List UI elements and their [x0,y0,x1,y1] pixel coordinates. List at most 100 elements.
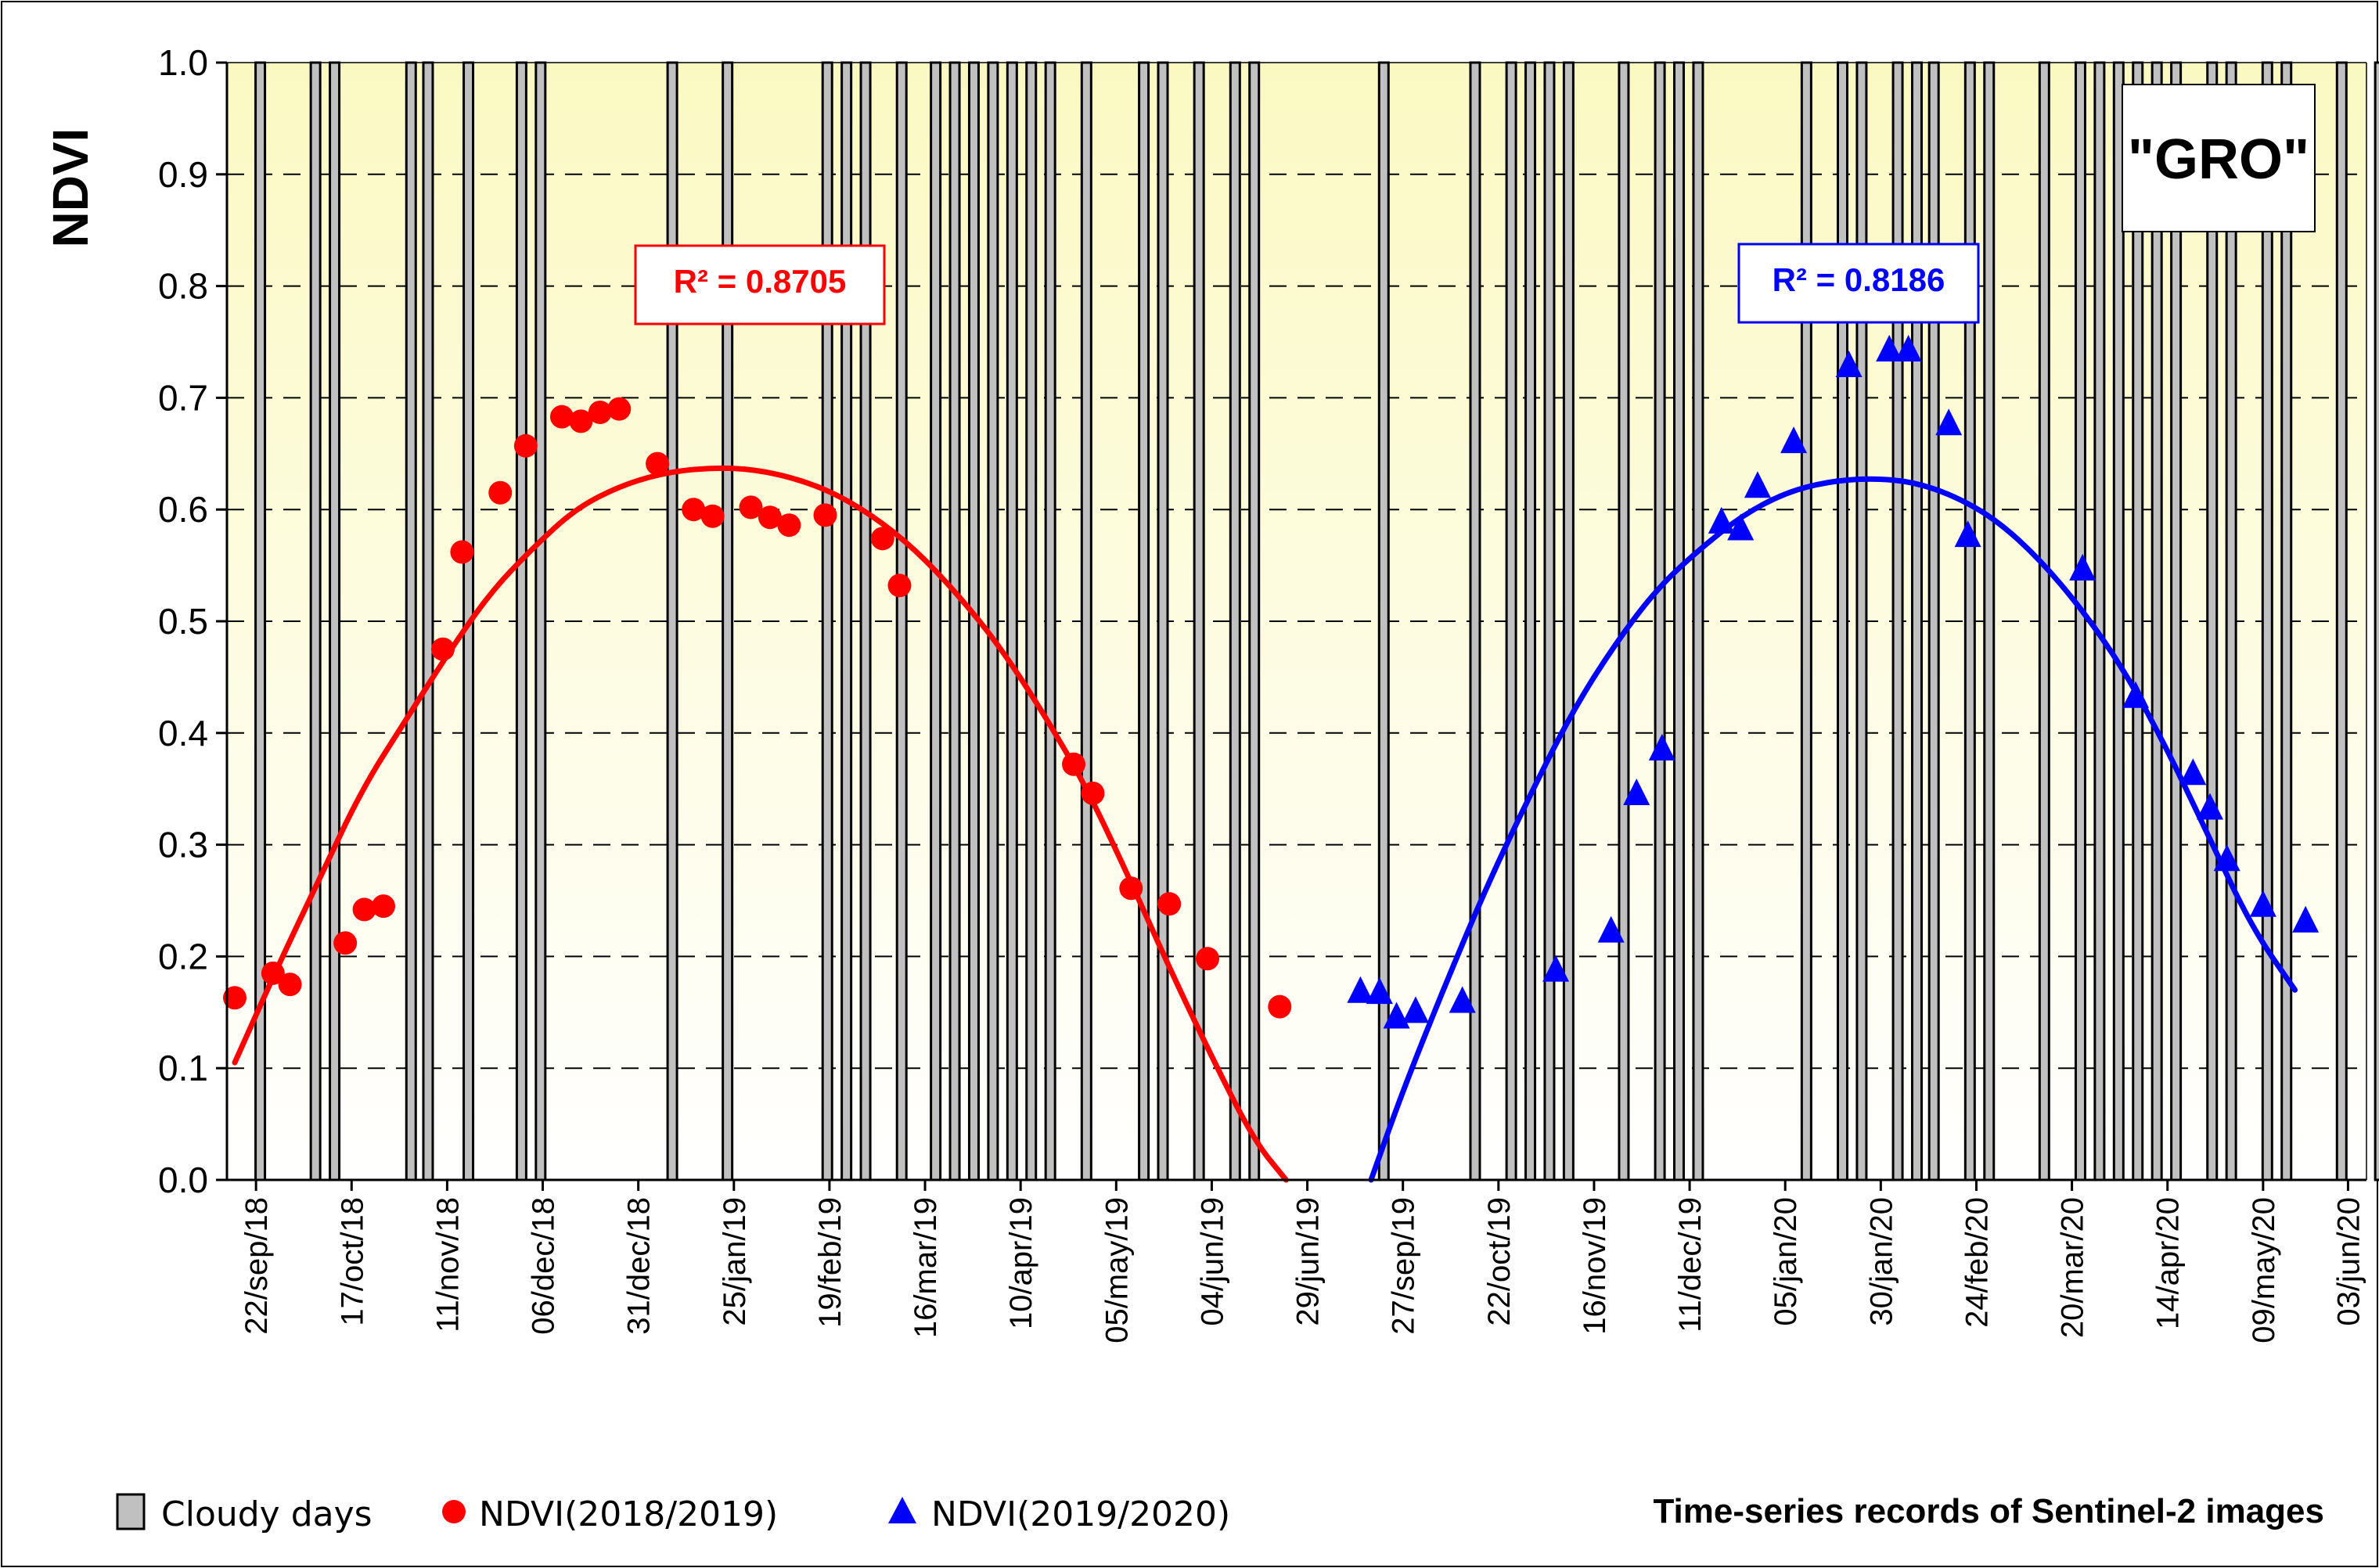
cloudy-day-bar [1524,61,1537,1181]
cloudy-day-bar [666,61,678,1181]
x-tick-label: 14/apr/20 [2151,1197,2186,1329]
cloudy-day-bar [1891,61,1904,1181]
cloudy-day-bar [1138,61,1150,1181]
legend-circle-swatch [442,1500,466,1523]
legend: Cloudy days NDVI(2018/2019) NDVI(2019/20… [116,1493,1230,1534]
x-tick-label: 05/may/19 [1100,1197,1134,1343]
x-tick-label: 11/dec/19 [1673,1197,1708,1332]
x-tick-label: 19/feb/19 [813,1197,848,1328]
r2-text-2018: R² = 0.8705 [674,263,847,300]
data-point-2018-2019 [1268,994,1292,1019]
cloudy-day-bar [1377,61,1390,1181]
data-point-2019-2020 [2249,890,2276,917]
cloudy-day-bar [1025,61,1038,1181]
cloudy-day-bar [1229,61,1241,1181]
data-point-2018-2019 [1196,947,1220,971]
y-tick-label: 0.4 [158,713,208,753]
r2-text-2019: R² = 0.8186 [1773,261,1945,298]
cloudy-day-bar [515,61,527,1181]
data-point-2019-2020 [1402,996,1429,1023]
y-axis-title: NDVI [42,128,99,248]
cloudy-day-bar [2074,61,2086,1181]
x-tick-label: 05/jan/20 [1769,1197,1803,1326]
cloudy-day-bar [1618,61,1630,1181]
x-tick-label: 30/jan/20 [1864,1197,1899,1326]
data-point-2019-2020 [1347,976,1374,1003]
data-point-2018-2019 [450,540,474,564]
data-point-2019-2020 [1895,335,1922,362]
cloudy-day-bar [1505,61,1517,1181]
cloudy-day-bar [2335,61,2348,1181]
x-tick-label: 04/jun/19 [1195,1197,1229,1326]
data-point-2018-2019 [607,397,632,421]
data-point-2019-2020 [1597,915,1625,943]
data-point-2018-2019 [758,505,782,530]
y-tick-label: 0.8 [158,266,208,307]
cloudy-day-bar [534,61,547,1181]
cloudy-day-bar [1157,61,1169,1181]
x-tick-label: 11/nov/18 [430,1197,465,1332]
data-point-2019-2020 [1366,977,1393,1005]
x-tick-label: 10/apr/19 [1004,1197,1038,1329]
data-point-2018-2019 [569,409,593,433]
x-tick-label: 22/sep/18 [239,1197,274,1335]
cloudy-day-bar [1800,61,1812,1181]
data-point-2019-2020 [1876,335,1903,362]
cloudy-day-bar [1044,61,1056,1181]
data-point-2018-2019 [549,405,574,429]
data-point-2018-2019 [700,504,725,528]
y-tick-label: 1.0 [158,42,208,83]
x-tick-label: 22/oct/19 [1482,1197,1517,1326]
x-tick-label: 31/dec/18 [622,1197,657,1335]
legend-label-2018: NDVI(2018/2019) [479,1494,778,1534]
x-tick-label: 09/may/20 [2247,1197,2281,1343]
data-point-2019-2020 [1727,513,1755,541]
data-point-2018-2019 [588,400,612,424]
trendline-2018-2019 [232,465,1289,1183]
data-point-2018-2019 [813,503,837,527]
cloudy-day-bar [1963,61,1976,1181]
data-point-2019-2020 [1954,520,1981,548]
y-tick-label: 0.0 [158,1160,208,1200]
x-tick-label: 06/dec/18 [527,1197,561,1335]
cloudy-day-bar [2093,61,2106,1181]
x-axis-title: Time-series records of Sentinel-2 images [1653,1492,2324,1530]
x-tick-label: 20/mar/20 [2056,1197,2090,1338]
data-point-2019-2020 [2069,553,2096,581]
cloudy-day-bar [1654,61,1666,1181]
axes [216,61,2367,1191]
data-point-2019-2020 [1449,986,1476,1013]
cloudy-day-bar [405,61,417,1181]
data-point-2019-2020 [2122,681,2150,708]
cloudy-day-bar [1562,61,1575,1181]
data-point-2019-2020 [1648,733,1675,761]
y-tick-label: 0.9 [158,154,208,195]
cloudy-day-bar [987,61,999,1181]
data-point-2019-2020 [2292,905,2320,933]
cloudy-day-bar [1927,61,1940,1181]
cloudy-day-bar [1543,61,1556,1181]
cloudy-day-bar [1006,61,1018,1181]
data-point-2019-2020 [2213,844,2240,872]
y-tick-label: 0.1 [158,1048,208,1088]
data-point-2018-2019 [1119,876,1143,901]
cloudy-day-bar [948,61,961,1181]
data-point-2018-2019 [261,961,285,985]
cloudy-day-bar [2038,61,2050,1181]
y-tick-label: 0.7 [158,377,208,418]
data-point-2018-2019 [1062,752,1086,776]
y-tick-labels: 0.0 0.1 0.2 0.3 0.4 0.5 0.6 0.7 0.8 0.9 1.0 [158,42,208,1200]
cloudy-day-bar [329,61,341,1181]
data-point-2019-2020 [1835,351,1863,378]
data-point-2018-2019 [646,451,670,476]
data-point-2019-2020 [1780,426,1808,454]
data-point-2019-2020 [2179,758,2207,786]
cloudy-day-bar [2374,61,2379,1181]
cloudy-day-bar [840,61,853,1181]
cloudy-day-bar [1692,61,1704,1181]
legend-triangle-swatch [888,1497,916,1523]
data-point-2018-2019 [887,574,912,598]
cloudy-day-bar [1983,61,1996,1181]
legend-label-cloudy: Cloudy days [161,1494,373,1534]
